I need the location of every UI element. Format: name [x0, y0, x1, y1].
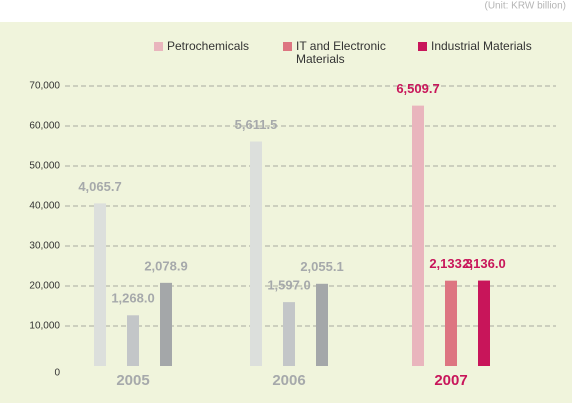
- y-tick-label: 70,000: [29, 81, 60, 92]
- value-label: 2,136.0: [462, 256, 505, 271]
- bar: [250, 141, 262, 366]
- legend-label: IT and Electronic Materials: [296, 39, 386, 66]
- value-label: 6,509.7: [396, 81, 439, 96]
- x-tick-label: 2007: [434, 372, 467, 389]
- value-label: 5,611.5: [235, 117, 278, 132]
- value-label: 1,268.0: [111, 291, 154, 306]
- bar: [94, 203, 106, 366]
- bar: [283, 302, 295, 366]
- bar: [160, 282, 172, 366]
- y-tick-label: 20,000: [29, 281, 60, 292]
- legend-label: Industrial Materials: [431, 39, 532, 53]
- legend-item: Petrochemicals: [154, 39, 277, 53]
- bar: [478, 280, 490, 366]
- bar: [316, 283, 328, 366]
- legend-swatch: [154, 42, 163, 51]
- bar: [412, 105, 424, 366]
- bar: [445, 280, 457, 366]
- value-label: 2,055.1: [300, 259, 343, 274]
- y-tick-label: 40,000: [29, 201, 60, 212]
- x-tick-label: 2006: [272, 372, 305, 389]
- legend-item: IT and Electronic Materials: [283, 39, 406, 66]
- value-label: 2,078.9: [144, 258, 187, 273]
- legend-label: Petrochemicals: [167, 39, 250, 53]
- y-tick-label: 60,000: [29, 121, 60, 132]
- unit-note: (Unit: KRW billion): [485, 1, 567, 12]
- legend-swatch: [283, 42, 292, 51]
- legend-item: Industrial Materials: [418, 39, 561, 53]
- value-label: 2,133.3: [429, 256, 472, 271]
- y-tick-label: 10,000: [29, 321, 60, 332]
- x-tick-label: 2005: [116, 372, 149, 389]
- bar: [127, 315, 139, 366]
- y-tick-label: 30,000: [29, 241, 60, 252]
- legend-swatch: [418, 42, 427, 51]
- value-label: 1,597.0: [267, 278, 310, 293]
- y-tick-label: 0: [54, 368, 60, 379]
- y-tick-label: 50,000: [29, 161, 60, 172]
- value-label: 4,065.7: [78, 179, 121, 194]
